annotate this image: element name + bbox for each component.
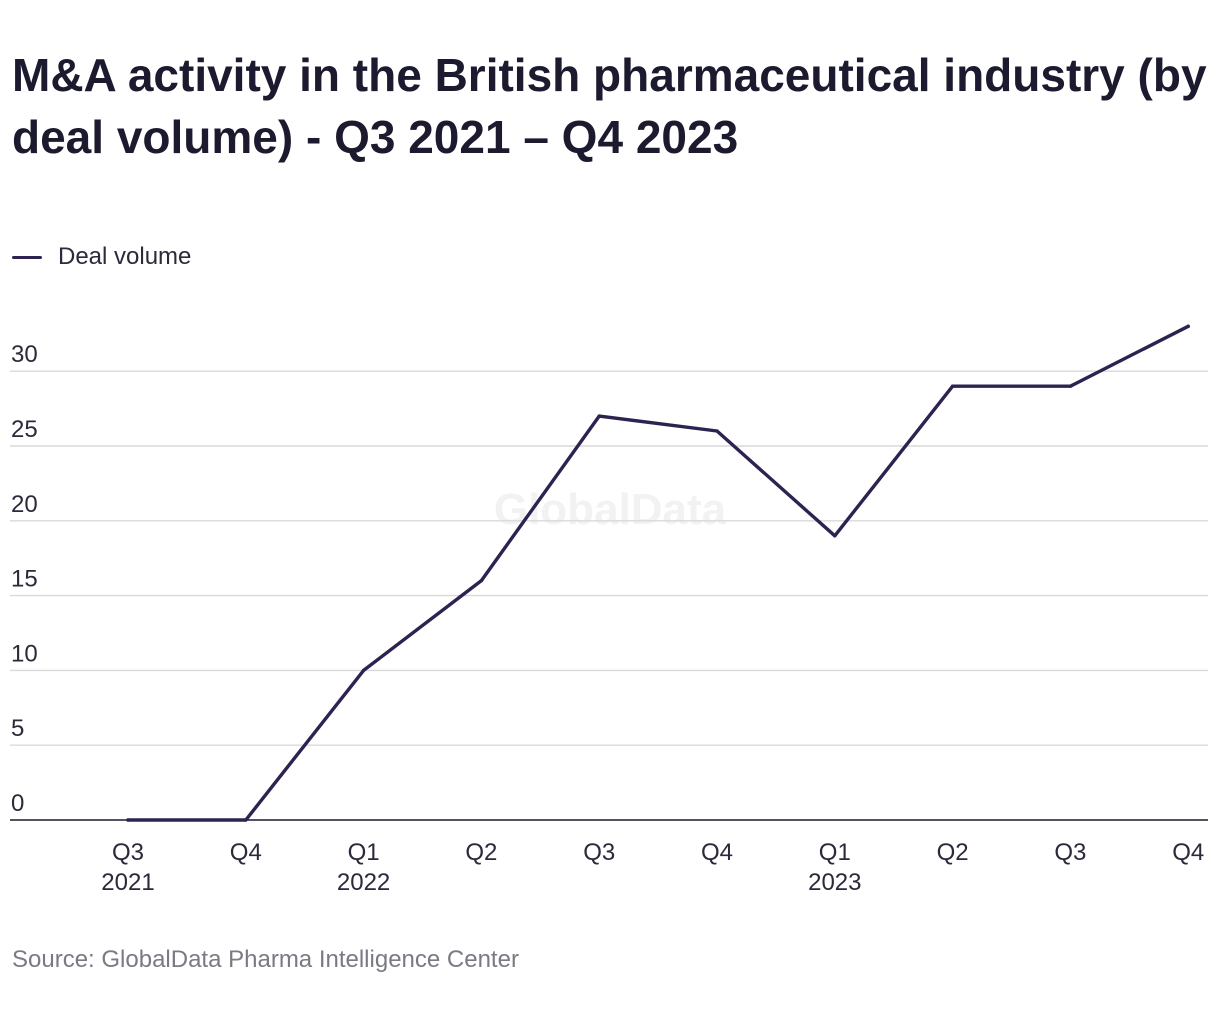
x-tick-label: Q1 <box>819 839 851 866</box>
x-tick-year-label: 2023 <box>808 869 861 896</box>
x-tick-label: Q4 <box>1172 839 1204 866</box>
x-tick-label: Q3 <box>583 839 615 866</box>
data-point <box>361 668 366 673</box>
data-point <box>244 818 248 822</box>
x-tick-year-label: 2022 <box>337 869 390 896</box>
y-tick-label: 15 <box>11 566 38 593</box>
data-point <box>479 578 484 583</box>
data-point <box>1186 324 1190 329</box>
y-tick-label: 25 <box>11 416 38 443</box>
y-tick-label: 0 <box>11 790 24 817</box>
x-tick-label: Q4 <box>230 839 262 866</box>
data-point <box>833 534 837 538</box>
data-point <box>126 818 130 822</box>
y-tick-label: 5 <box>11 715 24 742</box>
chart-title: M&A activity in the British pharmaceutic… <box>12 49 1207 163</box>
watermark-layer: GlobalData <box>494 485 727 534</box>
x-tick-label: Q2 <box>937 839 969 866</box>
legend-swatch <box>12 255 42 259</box>
legend-label: Deal volume <box>58 243 192 270</box>
data-point <box>1068 384 1073 388</box>
x-tick-year-label: 2021 <box>101 869 154 896</box>
x-tick-label: Q3 <box>1054 839 1086 866</box>
y-tick-label: 10 <box>11 640 38 667</box>
data-point <box>597 414 601 418</box>
series-layer <box>126 324 1190 822</box>
legend: Deal volume <box>12 242 191 272</box>
y-axis: 0 5 10 15 20 25 30 <box>11 341 38 817</box>
y-tick-label: 20 <box>11 491 38 518</box>
source-note: Source: GlobalData Pharma Intelligence C… <box>12 946 519 973</box>
y-tick-label: 30 <box>11 341 38 368</box>
x-tick-label: Q2 <box>465 839 497 866</box>
x-axis: Q3 2021 Q4 Q1 2022 Q2 Q3 Q4 Q1 2023 Q2 Q3 Q4 <box>101 839 1204 896</box>
watermark-text: GlobalData <box>494 485 727 534</box>
x-tick-label: Q3 <box>112 839 144 866</box>
grid-layer <box>10 370 1208 821</box>
x-tick-label: Q4 <box>701 839 733 866</box>
line-chart: GlobalData 0 5 10 15 20 25 30 Q3 2021 Q4 Q1 2022 Q2… <box>10 324 1208 896</box>
x-tick-label: Q1 <box>348 839 380 866</box>
data-point <box>950 384 955 388</box>
data-point <box>715 429 719 433</box>
series-line-deal-volume <box>126 324 1190 822</box>
